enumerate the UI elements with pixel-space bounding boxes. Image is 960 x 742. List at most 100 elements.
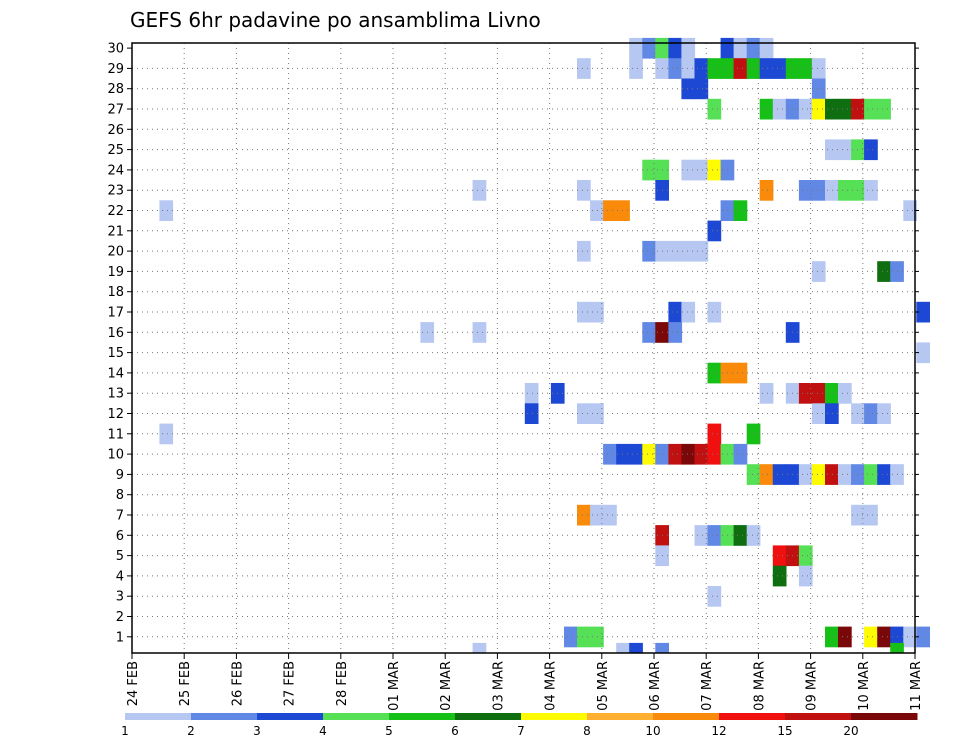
heatmap-cell [733, 37, 748, 59]
y-tick-label: 16 [107, 326, 124, 341]
colorbar-swatch [851, 713, 918, 720]
heatmap-cells [159, 37, 930, 653]
colorbar-label: 8 [583, 724, 591, 738]
heatmap-cell [838, 180, 852, 201]
heatmap-cell [890, 642, 904, 653]
heatmap-cell [707, 159, 722, 181]
colorbar-swatch [125, 713, 192, 720]
heatmap-cell [759, 383, 774, 404]
x-tick-label: 07 MAR [700, 661, 715, 711]
y-tick-label: 2 [116, 610, 124, 625]
x-tick-label: 04 MAR [544, 661, 559, 711]
heatmap-cell [811, 58, 826, 79]
heatmap-cell [772, 98, 787, 120]
colorbar-swatch [587, 713, 654, 720]
heatmap-cell [668, 301, 683, 323]
y-tick-label: 5 [116, 549, 124, 564]
heatmap-cell [577, 504, 591, 526]
heatmap-cell [759, 37, 774, 59]
heatmap-cell [629, 37, 643, 59]
heatmap-cell [681, 443, 696, 465]
x-tick-label: 10 MAR [857, 661, 872, 711]
heatmap-cell [707, 58, 722, 79]
heatmap-cell [472, 180, 487, 201]
x-tick-label: 25 FEB [178, 661, 193, 706]
heatmap-cell [825, 180, 839, 201]
colorbar-swatch [191, 713, 258, 720]
heatmap-cell [916, 626, 930, 648]
heatmap-cell [524, 383, 539, 404]
heatmap-cell [811, 403, 826, 424]
heatmap-cell [811, 261, 826, 282]
colorbar-label: 15 [777, 724, 792, 738]
heatmap-cell [916, 301, 930, 323]
heatmap-cell [903, 626, 917, 648]
heatmap-cell [668, 240, 683, 262]
heatmap-cell [564, 626, 578, 648]
colorbar-label: 4 [319, 724, 327, 738]
heatmap-cell [603, 200, 617, 221]
y-tick-label: 8 [116, 488, 124, 503]
heatmap-cell [864, 139, 878, 161]
heatmap-cell [825, 464, 839, 485]
heatmap-cell [825, 139, 839, 161]
heatmap-cell [864, 626, 878, 648]
heatmap-cell [681, 37, 696, 59]
y-tick-label: 19 [107, 265, 124, 280]
heatmap-cell [681, 58, 696, 79]
x-tick-label: 02 MAR [439, 661, 454, 711]
heatmap-cell [825, 403, 839, 424]
heatmap-cell [798, 180, 813, 201]
y-tick-label: 9 [116, 468, 124, 483]
heatmap-cell [733, 443, 748, 465]
y-tick-label: 7 [116, 509, 124, 524]
heatmap-cell [707, 220, 722, 242]
heatmap-cell [694, 78, 709, 100]
y-tick-label: 29 [107, 62, 124, 77]
y-tick-label: 10 [107, 448, 124, 463]
heatmap-cell [655, 37, 669, 59]
colorbar-swatch [389, 713, 456, 720]
heatmap-cell [877, 464, 891, 485]
x-tick-label: 28 FEB [335, 661, 350, 706]
heatmap-cell [864, 464, 878, 485]
colorbar-label: 1 [121, 724, 129, 738]
heatmap-cell [707, 362, 722, 384]
heatmap-cell [707, 525, 722, 546]
heatmap-cell [746, 525, 761, 546]
heatmap-cell [577, 301, 591, 323]
heatmap-cell [472, 642, 487, 653]
heatmap-cell [772, 464, 787, 485]
heatmap-cell [681, 159, 696, 181]
colorbar-swatch [323, 713, 390, 720]
colorbar-label: 3 [253, 724, 261, 738]
heatmap-cell [694, 525, 709, 546]
heatmap-cell [668, 58, 683, 79]
y-tick-label: 24 [107, 163, 124, 178]
heatmap-cell [864, 180, 878, 201]
colorbar-label: 2 [187, 724, 195, 738]
heatmap-cell [159, 423, 174, 445]
heatmap-cell [590, 504, 604, 526]
heatmap-cell [668, 322, 683, 343]
heatmap-cell [603, 504, 617, 526]
x-tick-label: 06 MAR [648, 661, 663, 711]
heatmap-cell [798, 565, 813, 587]
heatmap-cell [629, 642, 643, 653]
heatmap-cell [707, 443, 722, 465]
colorbar-label: 20 [843, 724, 858, 738]
heatmap-cell [864, 403, 878, 424]
heatmap-cell [577, 403, 591, 424]
heatmap-cell [524, 403, 539, 424]
heatmap-cell [590, 301, 604, 323]
colorbar-swatch [653, 713, 720, 720]
heatmap-cell [472, 322, 487, 343]
y-tick-label: 15 [107, 346, 124, 361]
y-tick-label: 3 [116, 590, 124, 605]
heatmap-cell [825, 98, 839, 120]
colorbar-label: 10 [645, 724, 660, 738]
y-tick-label: 18 [107, 285, 124, 300]
y-tick-label: 13 [107, 387, 124, 402]
heatmap-cell [590, 626, 604, 648]
